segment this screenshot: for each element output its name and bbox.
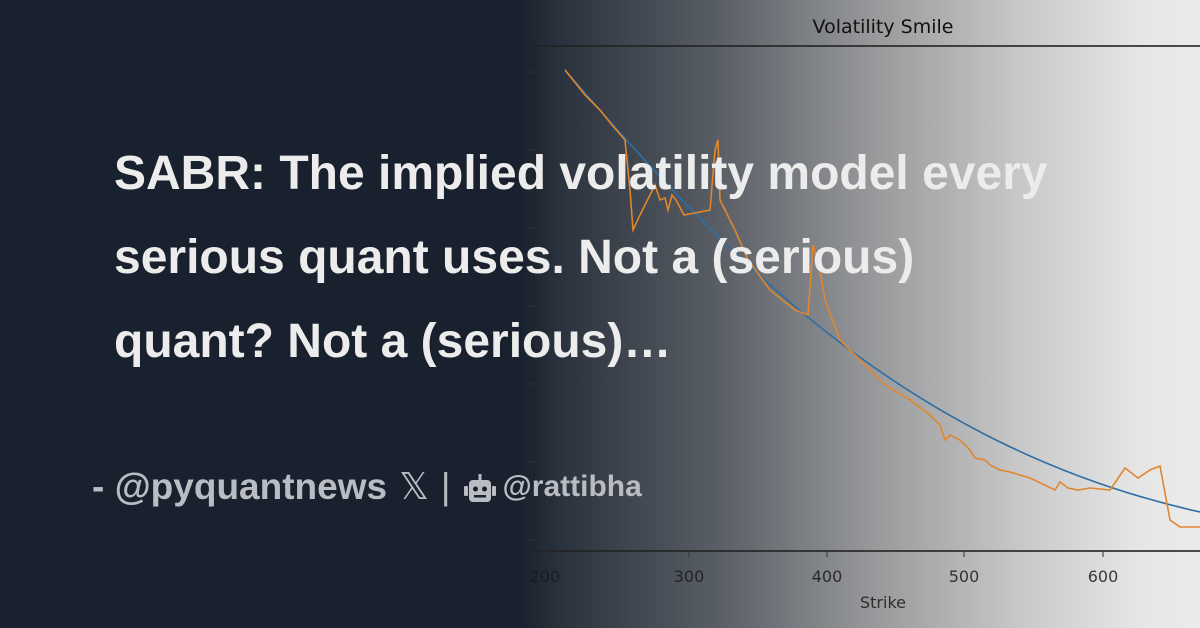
robot-icon <box>463 466 497 508</box>
y-ticks <box>528 71 534 541</box>
chart-title: Volatility Smile <box>813 16 954 38</box>
separator: | <box>440 465 451 507</box>
x-tick-label: 400 <box>812 567 843 586</box>
author-handle[interactable]: - @pyquantnews <box>92 465 388 507</box>
x-logo-icon: 𝕏 <box>399 466 429 507</box>
footer-attribution: - @pyquantnews 𝕏 | @rattibha <box>92 465 642 508</box>
x-tick-label: 500 <box>949 567 980 586</box>
source-handle[interactable]: @rattibha <box>502 469 642 503</box>
plot-frame <box>533 45 1200 552</box>
x-tick-label: 600 <box>1088 567 1119 586</box>
x-tick-label: 200 <box>530 567 561 586</box>
headline: SABR: The implied volatility model every… <box>114 147 1048 368</box>
x-ticks <box>544 551 1104 557</box>
market-vol-line <box>564 69 1200 528</box>
sabr-fit-line <box>564 69 1200 513</box>
x-axis-label: Strike <box>860 593 906 612</box>
x-tick-label: 300 <box>674 567 705 586</box>
